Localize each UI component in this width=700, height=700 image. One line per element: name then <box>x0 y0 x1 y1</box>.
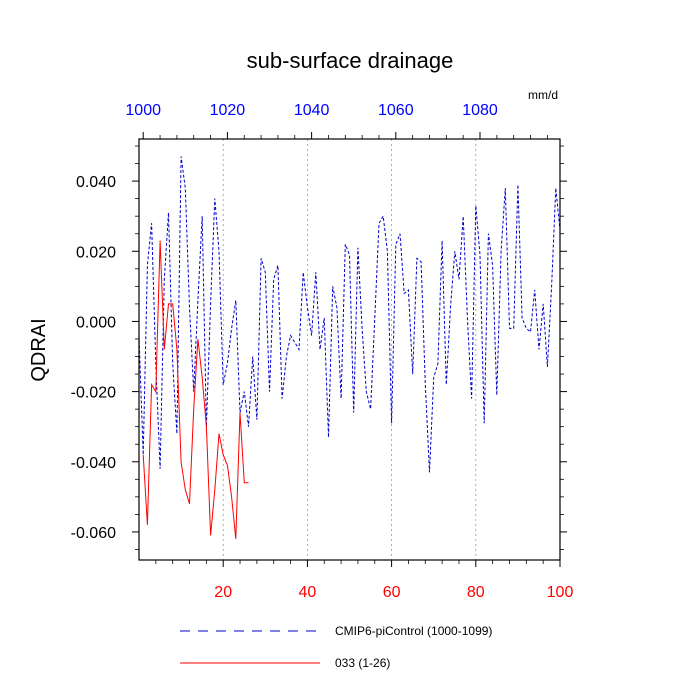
series-layer <box>138 156 561 539</box>
series-line-0 <box>138 156 561 473</box>
x-tick-label-bottom: 80 <box>467 584 485 601</box>
legend-label-piControl: CMIP6-piControl (1000-1099) <box>335 624 492 638</box>
x-tick-label-top: 1080 <box>462 102 498 119</box>
x-tick-label-bottom: 60 <box>383 584 401 601</box>
x-tick-label-bottom: 20 <box>214 584 232 601</box>
x-tick-label-top: 1000 <box>125 102 161 119</box>
y-axis-label: QDRAI <box>28 318 50 381</box>
units-label: mm/d <box>528 88 558 102</box>
legend-label-033: 033 (1-26) <box>335 656 390 670</box>
x-tick-label-bottom: 40 <box>299 584 317 601</box>
axes: 0.040 0.020 0.000 -0.020 -0.040 -0.060 20 40 60 8… <box>71 102 574 601</box>
y-tick-label: 0.020 <box>76 244 116 261</box>
x-tick-label-top: 1040 <box>294 102 330 119</box>
legend: CMIP6-piControl (1000-1099) 033 (1-26) <box>180 624 492 670</box>
x-tick-label-top: 1020 <box>210 102 246 119</box>
y-tick-label: 0.000 <box>76 314 116 331</box>
x-tick-label-top: 1060 <box>378 102 414 119</box>
x-tick-label-bottom: 100 <box>547 584 574 601</box>
y-tick-label: -0.040 <box>71 455 116 472</box>
y-tick-label: -0.020 <box>71 385 116 402</box>
y-tick-label: 0.040 <box>76 174 116 191</box>
y-tick-label: -0.060 <box>71 525 116 542</box>
chart-title: sub-surface drainage <box>247 48 454 73</box>
series-line-1 <box>142 240 249 539</box>
plot-frame <box>138 138 561 561</box>
